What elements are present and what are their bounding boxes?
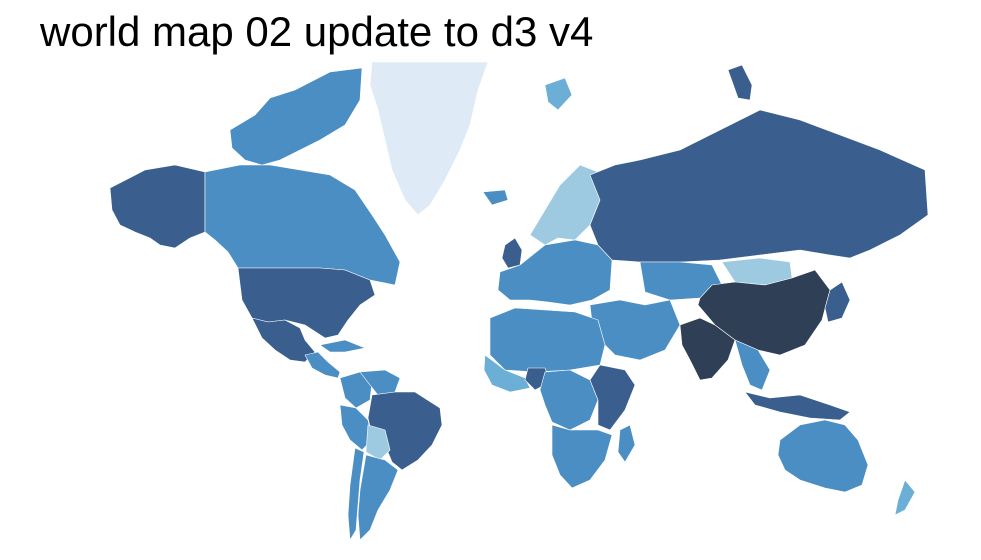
region-madagascar <box>617 424 636 463</box>
region-india <box>679 317 736 381</box>
region-chile <box>347 447 365 541</box>
region-canada <box>204 164 401 286</box>
region-east-africa <box>589 364 636 431</box>
region-central-america <box>304 351 341 379</box>
region-iceland <box>482 189 509 206</box>
region-bolivia <box>365 424 391 461</box>
region-svalbard <box>544 77 573 111</box>
region-arctic-islands <box>229 67 363 166</box>
region-mexico <box>251 317 316 363</box>
region-uk <box>501 237 523 269</box>
region-russia <box>589 109 929 263</box>
region-new-zealand <box>894 479 916 516</box>
region-japan <box>824 281 851 323</box>
region-greenland <box>369 61 489 216</box>
region-europe <box>497 239 613 306</box>
region-australia <box>777 419 869 493</box>
region-southern-africa <box>551 424 613 489</box>
region-scandinavia <box>529 164 601 246</box>
region-alaska <box>109 164 206 249</box>
region-cuba <box>319 339 366 353</box>
region-argentina <box>357 454 399 541</box>
region-southeast-asia <box>734 339 771 391</box>
page-title: world map 02 update to d3 v4 <box>40 8 594 55</box>
region-novaya-zemlya <box>727 64 753 101</box>
region-north-africa <box>489 307 606 373</box>
region-west-africa <box>483 354 531 393</box>
region-central-africa <box>539 369 599 431</box>
region-china <box>697 269 831 356</box>
region-indonesia <box>744 391 851 421</box>
